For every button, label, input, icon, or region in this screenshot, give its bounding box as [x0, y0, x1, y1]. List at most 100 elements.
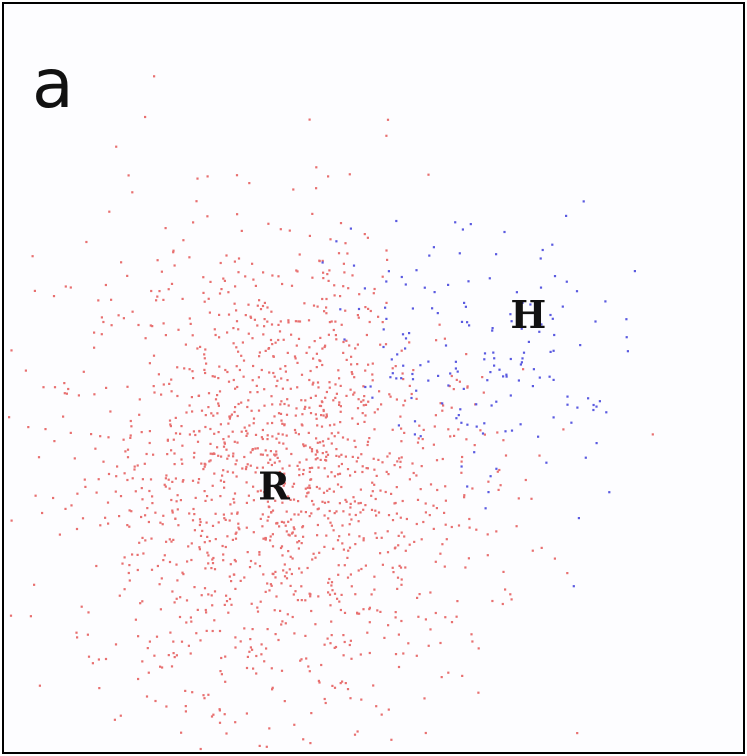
scatter-point-r — [279, 320, 282, 323]
scatter-point-r — [328, 577, 331, 581]
scatter-point-r — [136, 568, 139, 572]
scatter-point-r — [182, 573, 185, 576]
scatter-point-r — [376, 609, 379, 612]
scatter-point-r — [350, 518, 353, 521]
scatter-point-r — [224, 545, 227, 549]
scatter-point-r — [172, 640, 175, 643]
scatter-point-r — [279, 403, 282, 406]
scatter-point-r — [219, 670, 222, 673]
scatter-point-r — [265, 745, 268, 748]
scatter-point-r — [97, 478, 100, 481]
scatter-point-r — [304, 599, 307, 602]
scatter-point-r — [359, 488, 362, 491]
scatter-point-r — [240, 430, 243, 433]
scatter-point-r — [447, 428, 450, 431]
scatter-point-r — [247, 332, 250, 335]
scatter-point-r — [217, 454, 220, 457]
scatter-point-r — [273, 461, 276, 464]
scatter-point-h — [411, 307, 414, 310]
scatter-point-r — [400, 349, 403, 352]
scatter-point-r — [141, 600, 144, 603]
scatter-point-r — [181, 444, 184, 447]
scatter-point-r — [203, 300, 206, 303]
scatter-point-r — [321, 452, 324, 455]
scatter-point-r — [368, 437, 371, 440]
scatter-point-r — [227, 454, 230, 457]
scatter-point-r — [227, 380, 231, 383]
scatter-point-h — [509, 357, 512, 361]
scatter-point-r — [108, 210, 111, 213]
scatter-point-r — [300, 585, 303, 588]
scatter-point-r — [234, 636, 237, 639]
scatter-point-r — [330, 634, 333, 637]
scatter-point-r — [213, 328, 216, 331]
scatter-point-r — [168, 419, 172, 422]
scatter-point-r — [62, 415, 65, 418]
scatter-point-r — [337, 465, 340, 468]
scatter-point-r — [300, 510, 303, 513]
scatter-point-r — [400, 583, 403, 586]
scatter-point-r — [363, 233, 366, 236]
scatter-point-r — [338, 600, 341, 603]
scatter-point-r — [133, 465, 136, 468]
scatter-point-r — [328, 509, 331, 513]
scatter-point-r — [299, 659, 302, 662]
scatter-point-r — [284, 365, 287, 368]
scatter-point-r — [311, 383, 314, 386]
scatter-point-r — [327, 333, 330, 336]
scatter-point-r — [258, 351, 261, 354]
scatter-point-r — [275, 453, 278, 456]
scatter-point-r — [280, 669, 284, 672]
scatter-point-h — [503, 230, 506, 234]
scatter-point-r — [175, 563, 178, 566]
scatter-point-r — [242, 359, 246, 362]
scatter-point-h — [608, 491, 611, 494]
scatter-point-r — [404, 549, 407, 552]
scatter-point-r — [356, 422, 359, 425]
scatter-point-h — [428, 254, 431, 257]
scatter-point-r — [517, 497, 520, 500]
scatter-point-r — [351, 274, 354, 277]
scatter-point-r — [455, 615, 458, 618]
scatter-point-r — [374, 532, 377, 535]
scatter-point-r — [115, 145, 118, 148]
scatter-point-r — [164, 334, 167, 337]
scatter-point-r — [100, 333, 103, 336]
scatter-point-r — [293, 723, 296, 726]
scatter-point-r — [254, 471, 257, 474]
scatter-point-r — [417, 437, 420, 440]
scatter-point-r — [178, 615, 182, 619]
scatter-point-r — [312, 357, 315, 360]
scatter-point-r — [467, 557, 470, 560]
scatter-point-r — [100, 316, 103, 319]
scatter-point-r — [208, 460, 211, 463]
scatter-point-r — [522, 368, 525, 371]
scatter-point-r — [187, 644, 190, 647]
scatter-point-r — [255, 672, 258, 675]
scatter-point-r — [456, 600, 459, 603]
scatter-point-r — [283, 472, 286, 475]
scatter-point-r — [174, 517, 177, 520]
scatter-point-r — [235, 320, 239, 323]
scatter-point-r — [212, 556, 215, 560]
scatter-point-r — [169, 631, 172, 634]
scatter-point-r — [266, 320, 269, 323]
scatter-point-r — [294, 534, 297, 537]
scatter-point-r — [184, 689, 187, 692]
scatter-point-r — [278, 471, 281, 474]
scatter-point-r — [152, 385, 155, 388]
scatter-point-r — [292, 482, 296, 485]
scatter-point-r — [368, 651, 371, 655]
scatter-point-r — [204, 463, 207, 466]
scatter-point-r — [266, 454, 269, 457]
scatter-point-r — [209, 452, 212, 455]
scatter-point-r — [296, 599, 299, 602]
scatter-point-r — [305, 458, 308, 461]
scatter-point-r — [248, 424, 251, 427]
scatter-point-r — [147, 520, 150, 524]
scatter-point-r — [305, 657, 308, 660]
scatter-point-r — [308, 467, 311, 470]
scatter-point-r — [274, 499, 277, 502]
scatter-point-r — [477, 691, 480, 694]
